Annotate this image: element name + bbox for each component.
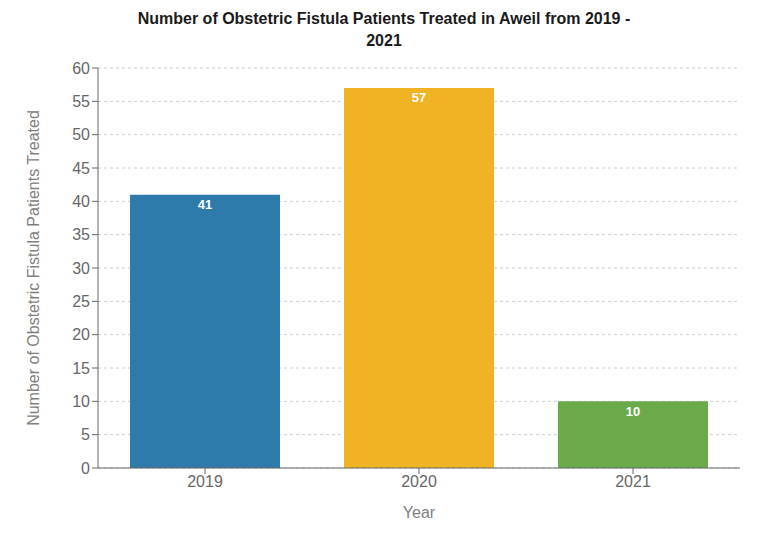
svg-text:0: 0 bbox=[81, 460, 90, 477]
svg-text:5: 5 bbox=[81, 426, 90, 443]
svg-text:2020: 2020 bbox=[401, 473, 437, 490]
svg-text:35: 35 bbox=[72, 226, 90, 243]
svg-text:50: 50 bbox=[72, 126, 90, 143]
svg-text:15: 15 bbox=[72, 360, 90, 377]
svg-text:40: 40 bbox=[72, 193, 90, 210]
svg-text:57: 57 bbox=[412, 90, 426, 105]
svg-text:10: 10 bbox=[72, 393, 90, 410]
html-text:Number of Obstetric Fistula Pa: Number of Obstetric Fistula Patients Tre… bbox=[137, 10, 631, 27]
svg-text:Year: Year bbox=[403, 504, 436, 521]
svg-text:Number of Obstetric Fistula Pa: Number of Obstetric Fistula Patients Tre… bbox=[25, 110, 42, 426]
svg-text:45: 45 bbox=[72, 160, 90, 177]
svg-text:2019: 2019 bbox=[187, 473, 223, 490]
svg-text:30: 30 bbox=[72, 260, 90, 277]
html-text:2021: 2021 bbox=[366, 32, 402, 49]
svg-text:25: 25 bbox=[72, 293, 90, 310]
svg-text:60: 60 bbox=[72, 60, 90, 77]
svg-text:2021: 2021 bbox=[615, 473, 651, 490]
svg-text:41: 41 bbox=[198, 197, 212, 212]
svg-text:55: 55 bbox=[72, 93, 90, 110]
svg-text:20: 20 bbox=[72, 326, 90, 343]
svg-text:10: 10 bbox=[626, 404, 640, 419]
